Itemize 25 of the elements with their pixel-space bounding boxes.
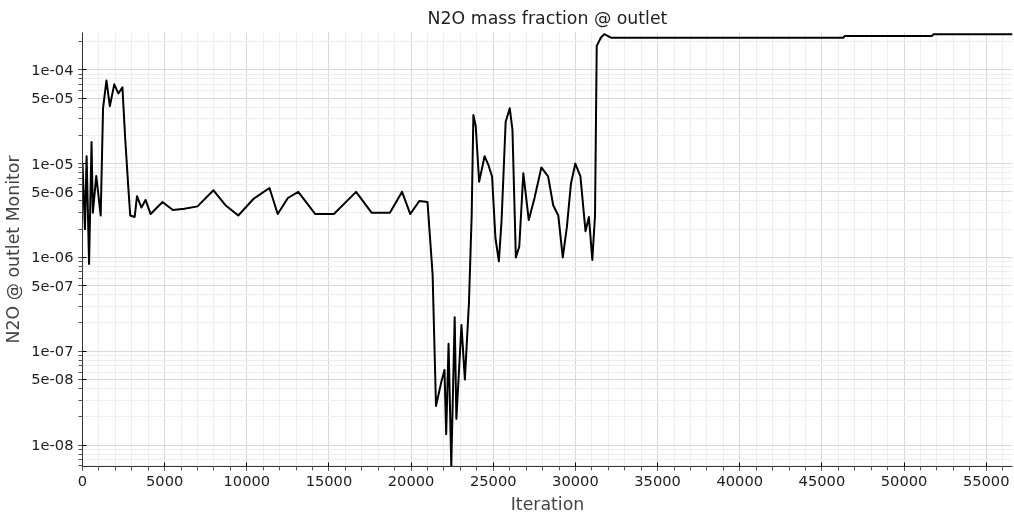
x-tick-label: 30000 — [552, 471, 599, 489]
x-tick-label: 35000 — [634, 471, 681, 489]
x-tick-label: 20000 — [387, 471, 435, 489]
x-tick-label: 55000 — [962, 471, 1010, 489]
x-tick-label: 5000 — [146, 471, 184, 489]
y-tick-label: 1e-06 — [31, 248, 74, 266]
x-tick-label: 25000 — [469, 471, 517, 489]
x-tick-label: 45000 — [798, 471, 846, 489]
chart-title: N2O mass fraction @ outlet — [427, 7, 668, 28]
y-tick-label: 1e-08 — [31, 436, 74, 454]
x-tick-label: 0 — [77, 471, 88, 489]
y-tick-label: 1e-04 — [31, 60, 74, 78]
x-tick-label: 15000 — [305, 471, 353, 489]
y-tick-label: 5e-06 — [31, 182, 74, 200]
x-axis-title: Iteration — [510, 493, 585, 514]
y-tick-label: 5e-05 — [31, 89, 74, 107]
y-tick-label: 1e-05 — [31, 154, 74, 172]
line-series — [82, 33, 1013, 467]
y-tick-label: 1e-07 — [31, 342, 74, 360]
x-tick-label: 40000 — [716, 471, 764, 489]
x-tick-label: 10000 — [223, 471, 271, 489]
y-tick-label: 5e-07 — [31, 276, 74, 294]
y-tick-label: 5e-08 — [31, 370, 74, 388]
x-tick-label: 50000 — [880, 471, 928, 489]
y-axis-title: N2O @ outlet Monitor — [3, 154, 24, 344]
